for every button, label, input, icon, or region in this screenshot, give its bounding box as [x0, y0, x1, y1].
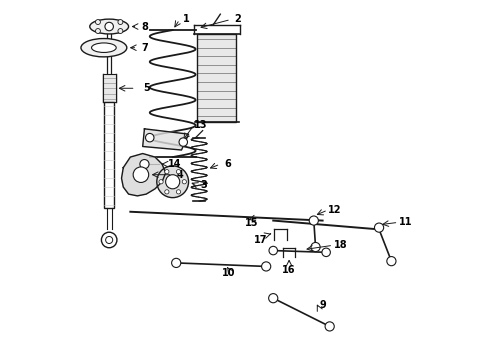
Text: 16: 16 [282, 265, 296, 275]
Circle shape [179, 138, 188, 146]
Text: 8: 8 [142, 22, 148, 32]
Text: 5: 5 [143, 83, 149, 93]
Text: 13: 13 [194, 120, 208, 130]
Circle shape [172, 258, 181, 267]
Text: 1: 1 [183, 14, 190, 24]
Circle shape [118, 28, 123, 33]
Text: 9: 9 [319, 300, 326, 310]
Circle shape [133, 167, 148, 183]
Circle shape [101, 232, 117, 248]
Circle shape [374, 223, 384, 232]
Circle shape [322, 248, 330, 257]
Circle shape [165, 190, 169, 194]
Circle shape [157, 166, 189, 198]
Circle shape [106, 237, 113, 243]
Text: 7: 7 [142, 43, 148, 53]
Circle shape [105, 22, 113, 31]
Circle shape [387, 257, 396, 266]
Circle shape [140, 159, 149, 169]
Text: 10: 10 [222, 269, 236, 279]
Polygon shape [143, 129, 189, 150]
Circle shape [96, 28, 100, 33]
Circle shape [182, 180, 186, 184]
Ellipse shape [90, 19, 128, 34]
Text: 14: 14 [168, 159, 181, 169]
Circle shape [262, 262, 271, 271]
Text: 4: 4 [176, 170, 183, 180]
Circle shape [176, 170, 181, 174]
Bar [197, 33, 236, 122]
Text: 15: 15 [245, 219, 259, 228]
Text: 6: 6 [224, 159, 231, 169]
Text: 3: 3 [200, 180, 207, 190]
Bar [103, 74, 116, 102]
Circle shape [176, 190, 181, 194]
Text: 12: 12 [328, 205, 342, 215]
Circle shape [325, 322, 334, 331]
Text: 11: 11 [399, 217, 412, 227]
Text: 18: 18 [334, 240, 348, 250]
Circle shape [311, 242, 320, 252]
Circle shape [159, 180, 163, 184]
Bar [104, 102, 115, 208]
Circle shape [146, 134, 154, 142]
Circle shape [165, 170, 169, 174]
Circle shape [309, 216, 318, 225]
Text: 2: 2 [234, 14, 241, 24]
Text: 17: 17 [254, 235, 268, 245]
Circle shape [118, 19, 123, 24]
Circle shape [269, 294, 278, 303]
Circle shape [96, 19, 100, 24]
Circle shape [269, 246, 277, 255]
Ellipse shape [81, 39, 127, 57]
Ellipse shape [92, 43, 116, 53]
Circle shape [166, 175, 180, 189]
Polygon shape [122, 154, 166, 196]
